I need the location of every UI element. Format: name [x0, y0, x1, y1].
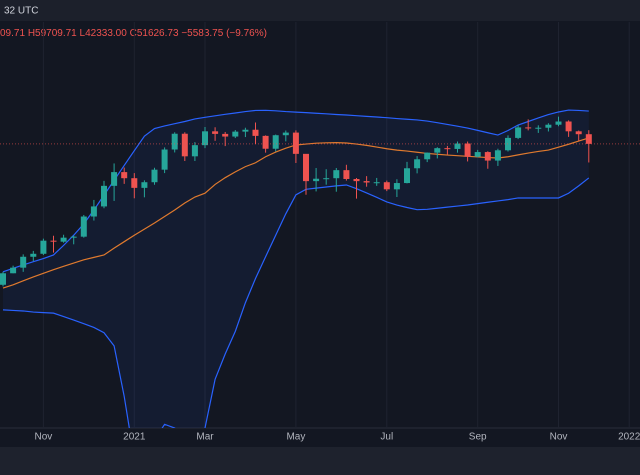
- candle-body: [161, 149, 168, 170]
- candle-body: [303, 153, 309, 182]
- plot: [0, 22, 640, 428]
- candle-body: [464, 143, 471, 157]
- x-tick-label: May: [286, 432, 305, 443]
- ohlc-legend: 09.71 H59709.71 L42333.00 C51626.73 −558…: [0, 28, 267, 39]
- candle-body: [70, 236, 77, 238]
- candle-body: [111, 172, 118, 186]
- candle-body: [242, 129, 249, 132]
- candle-body: [131, 178, 138, 188]
- candle-body: [313, 178, 320, 182]
- candle-body: [575, 131, 582, 135]
- candle-body: [404, 168, 410, 184]
- low-label: L42333.00: [80, 28, 128, 39]
- candle-body: [141, 182, 148, 188]
- candle-body: [424, 152, 431, 160]
- x-tick-label: 2021: [123, 432, 146, 443]
- candle-body: [383, 182, 390, 190]
- candle-body: [393, 183, 400, 190]
- candle-body: [333, 170, 340, 179]
- close-label: C51626.73: [130, 28, 179, 39]
- x-tick-label: 2022: [618, 432, 640, 443]
- candle-body: [323, 178, 330, 180]
- candle-body: [353, 178, 360, 182]
- candle-body: [202, 131, 208, 146]
- candle-body: [434, 148, 441, 153]
- candle-body: [40, 240, 47, 254]
- x-tick-label: Nov: [550, 432, 568, 443]
- candle-body: [90, 206, 97, 217]
- candle-body: [30, 253, 37, 257]
- candle-body: [494, 150, 501, 161]
- bottom-bar: [0, 447, 640, 475]
- x-tick-label: Mar: [196, 432, 214, 443]
- upper-band: [2, 109, 589, 273]
- candle-body: [10, 267, 17, 274]
- open-label: 09.71: [0, 28, 25, 39]
- candle-body: [373, 182, 380, 184]
- candle-body: [555, 121, 562, 125]
- candle-body: [151, 169, 158, 183]
- candle-body: [212, 131, 219, 134]
- candle-body: [545, 124, 552, 128]
- high-label: H59709.71: [28, 28, 77, 39]
- change-label: −5583.75 (−9.76%): [181, 28, 267, 39]
- candle-body: [191, 145, 198, 157]
- candle-body: [272, 135, 279, 149]
- candle-body: [565, 121, 572, 132]
- candle-body: [222, 133, 229, 137]
- candle-body: [363, 181, 370, 183]
- candle-body: [444, 148, 451, 150]
- candle-body: [414, 159, 421, 169]
- candle-body: [525, 127, 532, 129]
- x-tick-label: Sep: [469, 432, 487, 443]
- candle-body: [232, 131, 239, 137]
- time-label: 32 UTC: [4, 6, 38, 17]
- candle-body: [171, 133, 178, 150]
- candle-body: [282, 132, 289, 136]
- candle-body: [292, 132, 299, 154]
- band-fill: [3, 110, 589, 428]
- candle-body: [262, 135, 269, 149]
- x-tick-label: Jul: [380, 432, 393, 443]
- candle-body: [20, 256, 27, 268]
- candle-body: [50, 240, 57, 242]
- candle-body: [0, 273, 6, 285]
- candle-body: [474, 152, 481, 157]
- candle-body: [252, 129, 259, 136]
- candle-body: [121, 172, 128, 179]
- candle-body: [181, 133, 188, 157]
- top-bar: [0, 0, 640, 21]
- candle-body: [101, 185, 107, 207]
- candle-body: [454, 143, 461, 149]
- candle-body: [80, 216, 87, 237]
- candle-body: [60, 237, 67, 242]
- candle-body: [343, 170, 350, 179]
- candle-body: [585, 134, 592, 144]
- candle-body: [535, 127, 542, 129]
- lower-band: [2, 177, 590, 428]
- x-tick-label: Nov: [35, 432, 53, 443]
- candle-body: [515, 127, 522, 138]
- candle-body: [484, 152, 491, 161]
